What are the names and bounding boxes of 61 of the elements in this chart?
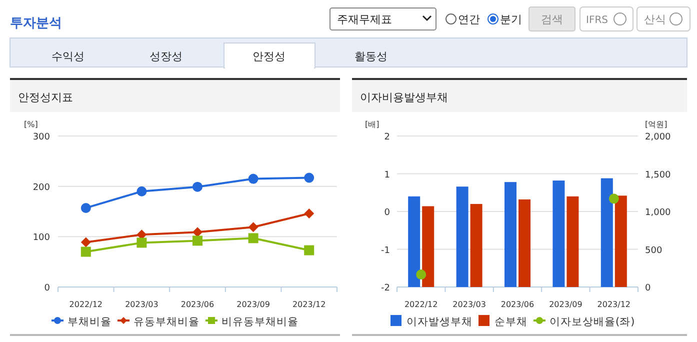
point: [304, 245, 314, 256]
y-tick-label: 0: [384, 208, 390, 218]
bar: [614, 196, 627, 287]
point: [192, 182, 202, 192]
chart-title: 안정성지표: [18, 91, 73, 104]
y-tick-label: 0: [44, 284, 50, 294]
legend-label: 비유동부채비율: [222, 316, 298, 328]
y2-tick-label: 500: [645, 246, 662, 256]
y2-tick-label: 1,000: [645, 208, 672, 218]
point: [192, 236, 202, 246]
x-tick-label: 2023/12: [292, 300, 326, 309]
bar: [552, 180, 565, 287]
bar: [504, 182, 516, 287]
tabs: 수익성 성장성 안정성 활동성: [10, 38, 688, 69]
x-tick-label: 2022/12: [69, 300, 103, 309]
point: [304, 208, 314, 219]
x-tick-label: 2023/12: [597, 300, 631, 309]
chart-title: 이자비용발생부채: [360, 91, 448, 104]
point: [80, 246, 91, 257]
point: [80, 202, 91, 213]
legend-label: 부채비율: [68, 316, 112, 328]
legend-label: 이자보상배율(좌): [550, 316, 635, 328]
point: [136, 238, 147, 248]
legend-label: 순부채: [494, 316, 528, 328]
y-tick-label: 300: [32, 132, 50, 142]
x-tick-label: 2023/09: [236, 300, 270, 309]
x-tick-label: 2023/06: [180, 300, 214, 309]
y-tick-label: -1: [381, 246, 390, 256]
y-tick-label: 200: [32, 182, 50, 193]
y-tick-label: 100: [32, 233, 50, 244]
bar: [408, 196, 420, 287]
point: [136, 186, 147, 196]
x-tick-label: 2023/06: [500, 300, 534, 309]
y2-tick-label: 2,000: [645, 132, 672, 142]
bar: [470, 204, 482, 287]
x-tick-label: 2023/09: [549, 300, 582, 309]
x-tick-label: 2022/12: [404, 300, 438, 309]
x-tick-label: 2023/03: [452, 300, 486, 309]
bar: [518, 199, 530, 287]
bar: [566, 196, 579, 287]
point: [80, 237, 91, 248]
y-tick-label: -2: [381, 284, 390, 294]
x-tick-label: 2023/03: [125, 300, 158, 309]
point: [248, 174, 258, 184]
y-tick-label: 2: [384, 132, 390, 142]
y2-tick-label: 1,500: [645, 170, 672, 180]
bar: [422, 206, 434, 287]
legend-label: 이자발생부채: [406, 316, 472, 328]
y-tick-label: 1: [384, 170, 390, 180]
y2-axis-title: [억원]: [645, 120, 668, 129]
page-header: 투자분석 주재무제표 연간 분기 검색 IFRS 산식: [10, 6, 690, 32]
point: [248, 233, 258, 244]
point: [248, 222, 258, 232]
point: [192, 227, 202, 238]
point: [304, 172, 314, 183]
y-axis-title: [%]: [24, 120, 38, 129]
bar: [600, 178, 613, 287]
legend-label: 유동부채비율: [134, 316, 200, 328]
y-axis-title: [배]: [365, 120, 380, 129]
bar: [456, 186, 468, 287]
y2-tick-label: 0: [645, 284, 651, 294]
